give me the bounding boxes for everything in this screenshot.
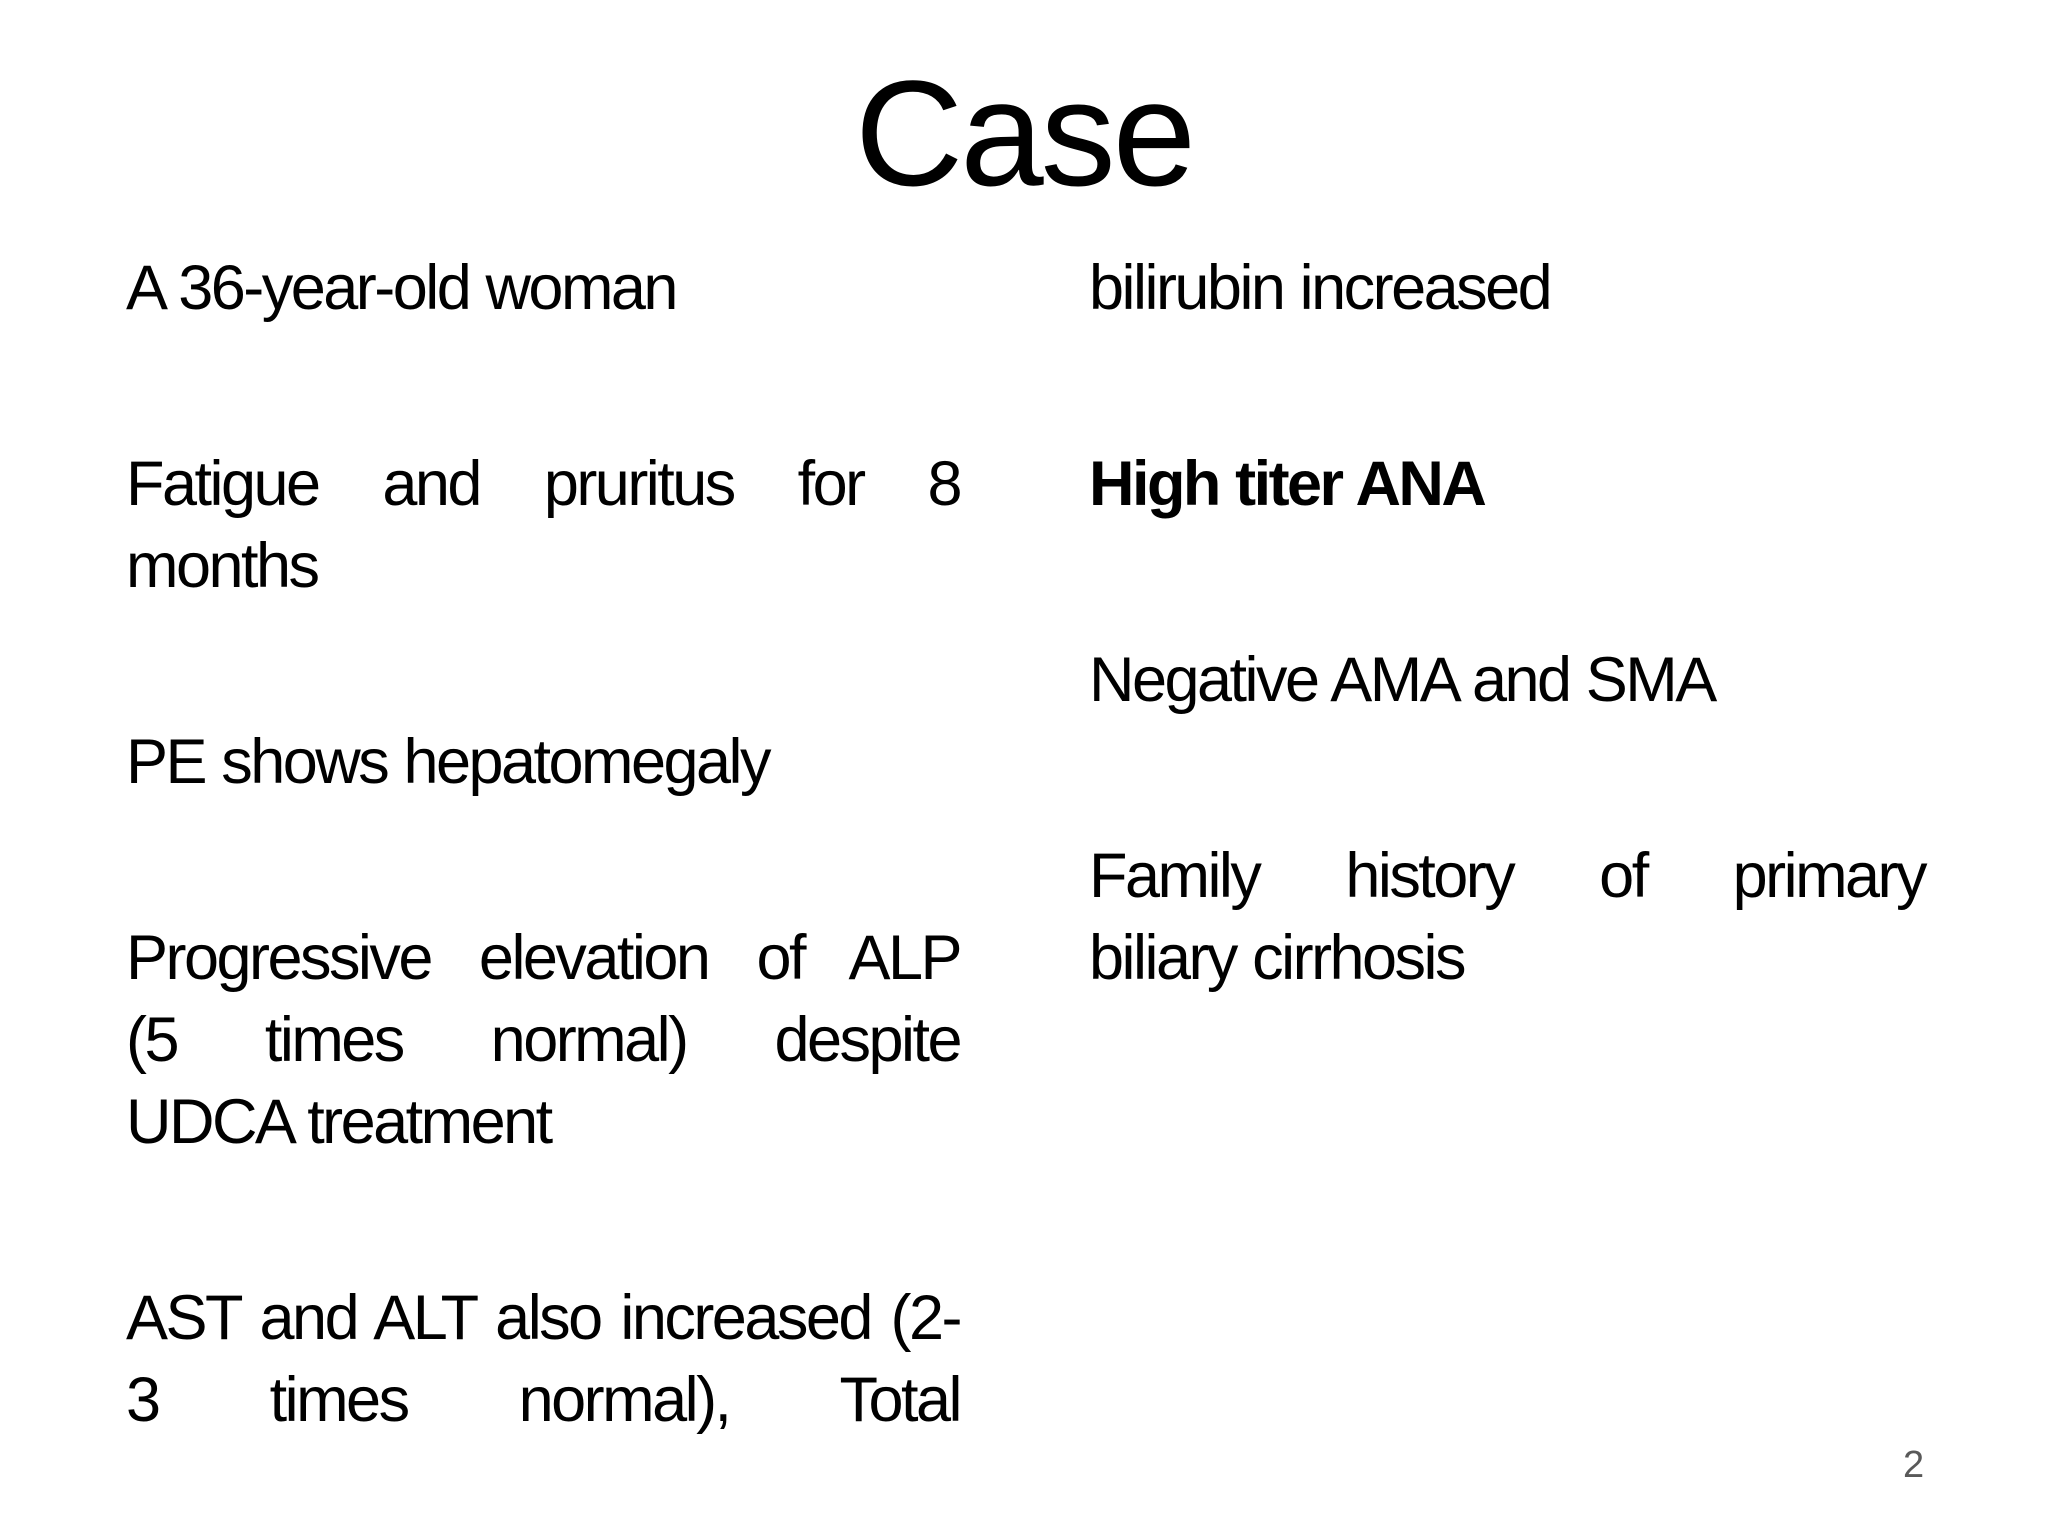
text-line: biliary cirrhosis [1089,923,1467,993]
paragraph: Progressive elevation of ALP (5 times nor… [126,917,963,1163]
text-line: AST and ALT also increased (2- [126,1283,963,1353]
text-line: Progressive elevation of ALP [126,923,963,993]
slide-title: Case [854,49,1196,217]
text-column-2: bilirubin increased High titer ANA Negativ… [1089,247,1928,1113]
paragraph: PE shows hepatomegaly [126,721,960,803]
text-line: (5 times normal) despite [126,1005,963,1075]
paragraph: A 36-year-old woman [126,247,960,329]
text-line: PE shows hepatomegaly [126,727,772,797]
paragraph: bilirubin increased [1089,247,1925,329]
text-line: months [126,531,320,601]
paragraph: Family history of primary biliary cirrhos… [1089,835,1928,999]
text-column-1: A 36-year-old woman Fatigue and pruritus … [126,247,963,1536]
text-line: Fatigue and pruritus for 8 [126,449,963,519]
text-line: A 36-year-old woman [126,253,678,323]
text-line: Family history of primary [1089,841,1928,911]
text-line: High titer ANA [1089,449,1487,519]
paragraph: Fatigue and pruritus for 8 months [126,443,963,607]
text-line: bilirubin increased [1089,253,1553,323]
page-number: 2 [1903,1444,1924,1486]
paragraph: Negative AMA and SMA [1089,639,1925,721]
text-line: UDCA treatment [126,1087,553,1157]
text-line: Negative AMA and SMA [1089,645,1717,715]
paragraph: High titer ANA [1089,443,1925,525]
text-line: 3 times normal), Total [126,1365,963,1435]
paragraph: AST and ALT also increased (2- 3 times no… [126,1277,963,1441]
